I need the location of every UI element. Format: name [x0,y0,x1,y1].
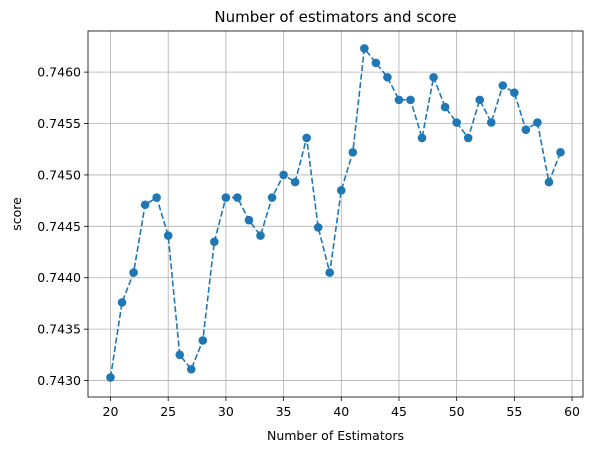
x-tick-label: 35 [276,404,292,419]
chart-title: Number of estimators and score [214,8,456,26]
data-point [313,223,323,232]
series-line [109,46,562,378]
data-point [556,148,565,157]
y-tick-label: 0.7455 [37,116,81,131]
data-point [152,193,161,202]
y-axis-ticks: 0.7430 0.7435 0.7440 0.7445 0.7450 0.7455 0.74… [37,65,88,388]
data-point [394,95,404,105]
data-point [163,231,173,240]
data-point [221,193,231,202]
data-point [475,95,485,105]
data-point [360,44,369,53]
data-point [440,102,450,112]
data-point [486,118,496,127]
data-point [175,350,185,360]
y-tick-label: 0.7440 [37,270,81,285]
plot-frame [87,30,584,398]
data-point [336,186,346,195]
x-tick-label: 50 [449,404,465,419]
data-point [210,237,219,247]
data-point [233,193,242,202]
x-tick-label: 40 [333,404,349,419]
data-point [383,72,392,82]
x-tick-label: 25 [160,404,176,419]
data-point [129,268,138,277]
data-point [117,298,127,307]
data-point [290,177,300,187]
data-point [302,133,311,143]
data-point [140,200,150,210]
data-point [256,231,265,240]
data-point [521,125,531,134]
data-point [463,133,473,143]
x-axis-ticks: 20 25 30 35 40 45 50 55 60 [103,397,580,419]
data-point [244,215,254,225]
y-tick-label: 0.7430 [37,373,81,388]
x-tick-label: 60 [564,404,580,419]
data-point [325,268,335,277]
y-tick-label: 0.7460 [37,65,81,80]
data-point [510,88,519,97]
x-tick-label: 30 [218,404,234,419]
y-axis-label: score [9,197,24,231]
data-point [498,81,508,90]
data-point [186,364,196,374]
series-line-layer [109,46,562,378]
data-point [406,95,415,105]
x-tick-label: 20 [103,404,119,419]
y-tick-label: 0.7445 [37,219,81,234]
data-point [106,373,115,382]
x-tick-label: 45 [391,404,407,419]
y-tick-label: 0.7435 [37,322,81,337]
y-tick-label: 0.7450 [37,167,81,182]
data-point [279,170,288,180]
data-point [544,177,554,187]
x-axis-label: Number of Estimators [267,428,404,443]
data-point [452,118,461,127]
data-point [429,72,438,82]
data-point [267,193,277,202]
data-point [371,58,381,68]
data-point [348,148,358,157]
data-point [417,133,427,143]
x-tick-label: 55 [506,404,522,419]
data-point [198,336,208,345]
data-point [533,118,542,127]
data-points [106,44,565,382]
